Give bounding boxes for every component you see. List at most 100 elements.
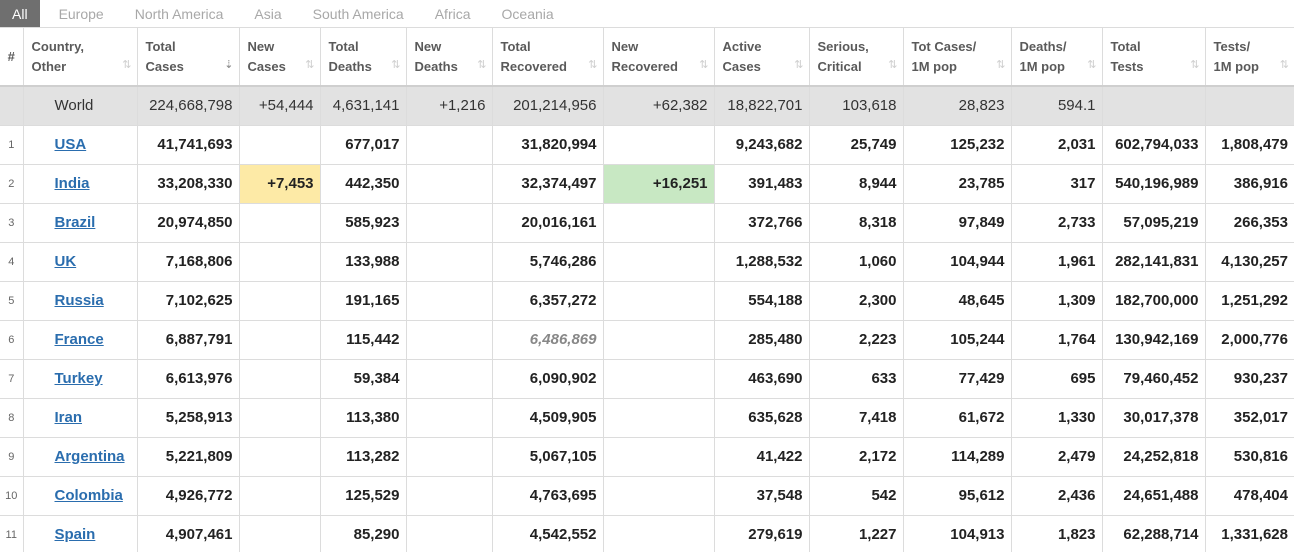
header-label: Deaths <box>328 58 372 74</box>
new-cases-cell <box>239 320 321 360</box>
header-label: Cases <box>247 58 286 74</box>
new-deaths-cell <box>406 437 493 477</box>
row-index: 11 <box>0 515 24 552</box>
active-cases-cell: 41,422 <box>714 437 810 477</box>
active-cases-cell: 285,480 <box>714 320 810 360</box>
header-label: New <box>414 38 442 54</box>
table-row: 6 France 6,887,791 115,442 6,486,869 285,480 2… <box>0 320 1294 360</box>
deaths-per-million-cell: 2,031 <box>1011 125 1103 165</box>
header-total-recovered[interactable]: Total Recovered ⇅ <box>492 28 604 87</box>
new-recovered-cell <box>603 515 715 552</box>
table-row: 3 Brazil 20,974,850 585,923 20,016,161 372,76… <box>0 203 1294 243</box>
header-new-deaths[interactable]: New Deaths ⇅ <box>406 28 493 87</box>
header-serious-critical[interactable]: Serious, Critical ⇅ <box>809 28 904 87</box>
table-row: 4 UK 7,168,806 133,988 5,746,286 1,288,532 1,0… <box>0 242 1294 282</box>
country-link[interactable]: Russia <box>54 292 104 309</box>
country-link[interactable]: UK <box>54 253 77 270</box>
header-label: Tests <box>1110 58 1144 74</box>
country-link[interactable]: Spain <box>54 526 96 543</box>
world-total-tests <box>1102 86 1206 126</box>
tab-south-america[interactable]: South America <box>312 5 404 22</box>
country-link[interactable]: India <box>54 175 90 192</box>
new-recovered-cell <box>603 359 715 399</box>
header-new-recovered[interactable]: New Recovered ⇅ <box>603 28 715 87</box>
header-label: Tests/ <box>1213 38 1251 54</box>
total-deaths-cell: 585,923 <box>320 203 407 243</box>
deaths-per-million-cell: 1,764 <box>1011 320 1103 360</box>
total-deaths-cell: 113,282 <box>320 437 407 477</box>
serious-critical-cell: 1,060 <box>809 242 904 282</box>
tab-all[interactable]: All <box>0 0 40 27</box>
header-deaths-per-million[interactable]: Deaths/1M pop ⇅ <box>1011 28 1103 87</box>
sort-icon[interactable]: ⇅ <box>1190 59 1199 71</box>
country-link[interactable]: Turkey <box>54 370 103 387</box>
header-active-cases[interactable]: Active Cases ⇅ <box>714 28 810 87</box>
sort-icon[interactable]: ⇅ <box>1279 59 1289 71</box>
sort-icon[interactable]: ⇅ <box>996 59 1005 71</box>
total-tests-cell: 30,017,378 <box>1102 398 1206 438</box>
country-cell: UK <box>23 242 138 282</box>
country-cell: Brazil <box>23 203 138 243</box>
new-deaths-cell <box>406 242 493 282</box>
total-recovered-cell: 20,016,161 <box>492 203 604 243</box>
country-link[interactable]: Colombia <box>54 487 123 504</box>
world-active-cases: 18,822,701 <box>714 86 810 126</box>
new-deaths-cell <box>406 398 493 438</box>
cases-per-million-cell: 105,244 <box>903 320 1012 360</box>
row-index: 8 <box>0 398 24 438</box>
new-recovered-cell <box>603 242 715 282</box>
table-header-row: # Country, Other ⇅ Total Cases ⇣ New Cases ⇅ Total… <box>0 28 1294 87</box>
country-link[interactable]: Argentina <box>54 448 125 465</box>
new-cases-cell <box>239 203 321 243</box>
header-cases-per-million[interactable]: Tot Cases/1M pop ⇅ <box>903 28 1012 87</box>
sort-icon[interactable]: ⇅ <box>477 59 486 71</box>
total-cases-cell: 6,887,791 <box>137 320 240 360</box>
row-index: 2 <box>0 164 24 204</box>
header-country[interactable]: Country, Other ⇅ <box>23 28 138 87</box>
country-link[interactable]: Brazil <box>54 214 96 231</box>
tests-per-million-cell: 2,000,776 <box>1205 320 1294 360</box>
sort-icon[interactable]: ⇅ <box>305 59 314 71</box>
sort-icon[interactable]: ⇅ <box>888 59 897 71</box>
active-cases-cell: 279,619 <box>714 515 810 552</box>
tab-asia[interactable]: Asia <box>254 5 282 22</box>
tab-europe[interactable]: Europe <box>58 5 104 22</box>
tab-north-america[interactable]: North America <box>134 5 224 22</box>
country-link[interactable]: USA <box>54 136 87 153</box>
world-serious-critical: 103,618 <box>809 86 904 126</box>
world-row: World 224,668,798 +54,444 4,631,141 +1,2… <box>0 86 1294 126</box>
total-recovered-cell: 4,763,695 <box>492 476 604 516</box>
total-cases-cell: 5,221,809 <box>137 437 240 477</box>
serious-critical-cell: 542 <box>809 476 904 516</box>
sort-icon[interactable]: ⇅ <box>794 59 803 71</box>
header-label: Deaths <box>414 58 458 74</box>
sort-icon[interactable]: ⇅ <box>391 59 400 71</box>
sort-icon[interactable]: ⇅ <box>122 59 131 71</box>
sort-desc-icon[interactable]: ⇣ <box>224 59 233 71</box>
country-cell: Colombia <box>23 476 138 516</box>
header-total-cases[interactable]: Total Cases ⇣ <box>137 28 240 87</box>
header-label: Recovered <box>500 58 567 74</box>
active-cases-cell: 1,288,532 <box>714 242 810 282</box>
header-total-tests[interactable]: Total Tests ⇅ <box>1102 28 1206 87</box>
sort-icon[interactable]: ⇅ <box>1087 59 1096 71</box>
country-cell: Argentina <box>23 437 138 477</box>
sort-icon[interactable]: ⇅ <box>588 59 597 71</box>
country-link[interactable]: France <box>54 331 104 348</box>
new-recovered-cell <box>603 320 715 360</box>
new-cases-cell <box>239 515 321 552</box>
tab-oceania[interactable]: Oceania <box>501 5 554 22</box>
header-label: Other <box>31 58 67 74</box>
sort-icon[interactable]: ⇅ <box>699 59 708 71</box>
world-label: World <box>23 86 138 126</box>
header-total-deaths[interactable]: Total Deaths ⇅ <box>320 28 407 87</box>
header-tests-per-million[interactable]: Tests/1M pop ⇅ <box>1205 28 1294 87</box>
new-cases-cell <box>239 398 321 438</box>
header-new-cases[interactable]: New Cases ⇅ <box>239 28 321 87</box>
cases-per-million-cell: 97,849 <box>903 203 1012 243</box>
row-index: 9 <box>0 437 24 477</box>
row-index: 6 <box>0 320 24 360</box>
country-link[interactable]: Iran <box>54 409 83 426</box>
tab-africa[interactable]: Africa <box>434 5 471 22</box>
cases-per-million-cell: 95,612 <box>903 476 1012 516</box>
